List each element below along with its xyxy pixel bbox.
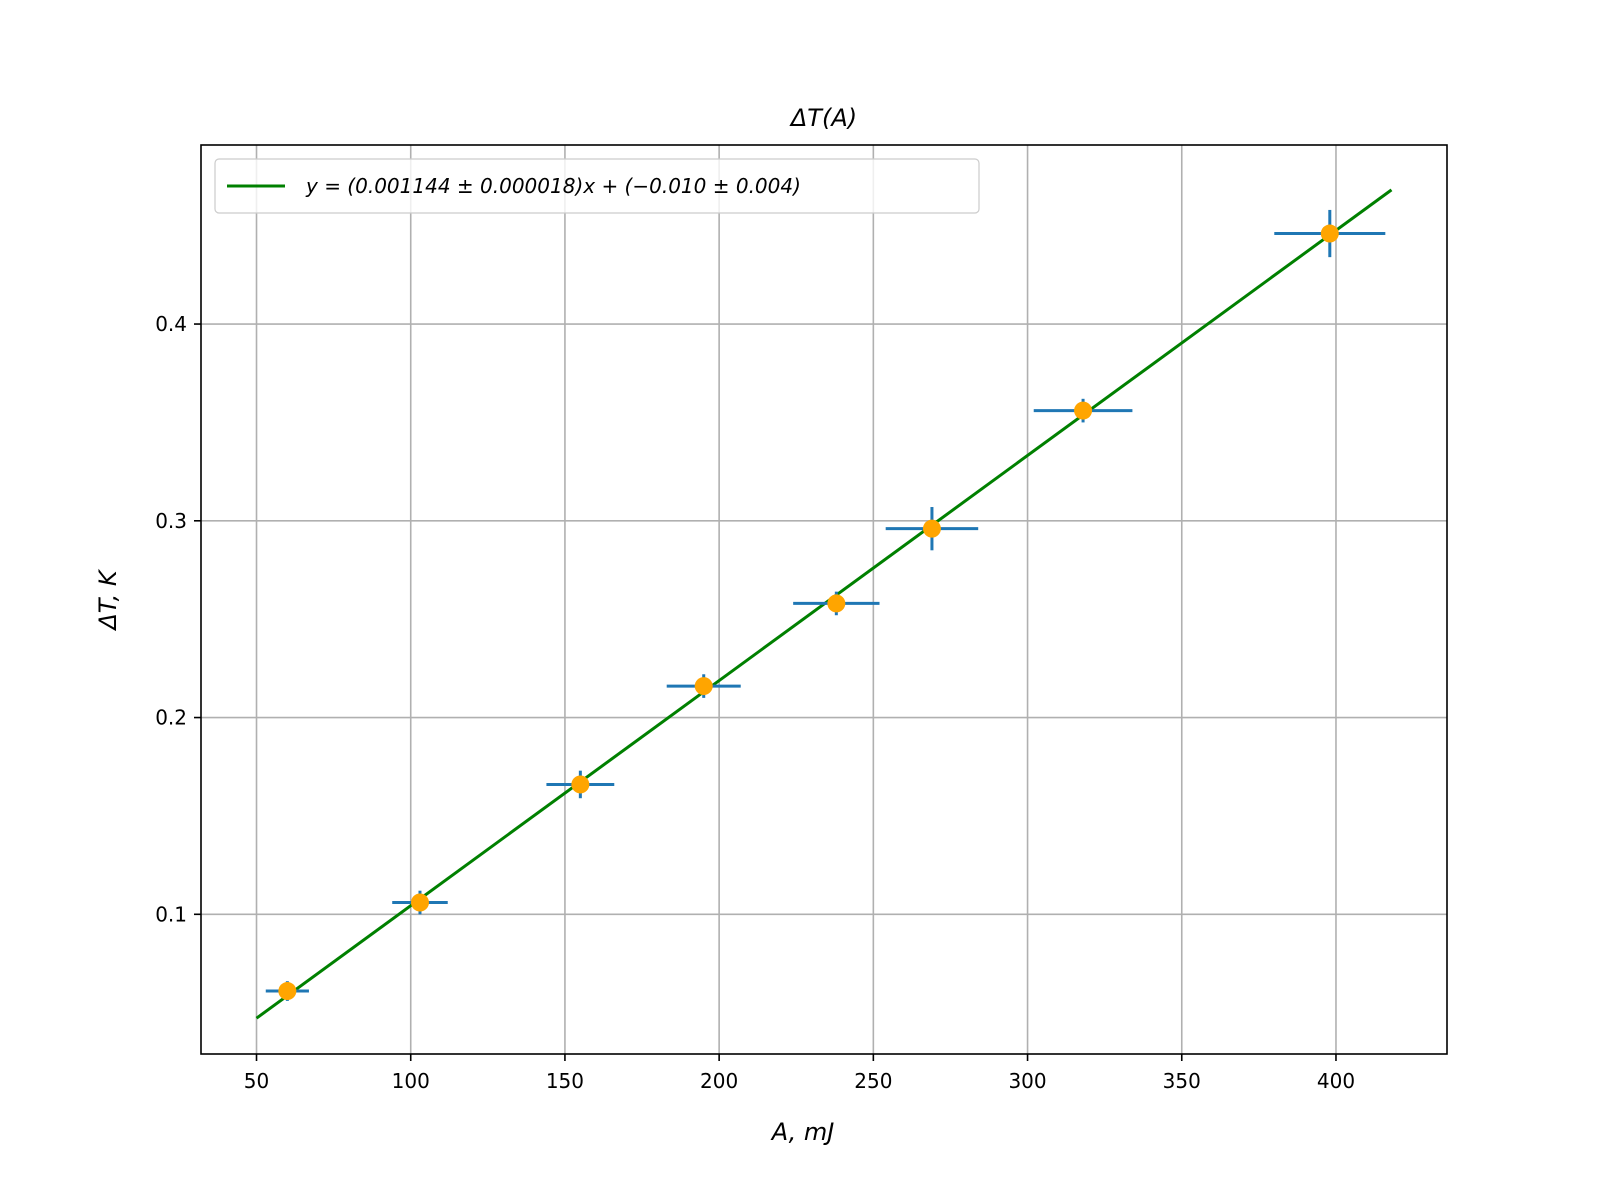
x-tick-label: 300 (1008, 1069, 1046, 1093)
y-axis-ticks: 0.1 0.2 0.3 0.4 (155, 312, 201, 926)
x-tick-label: 150 (546, 1069, 584, 1093)
data-point (694, 677, 713, 696)
x-tick-label: 50 (244, 1069, 269, 1093)
grid (201, 145, 1447, 1054)
x-tick-label: 100 (392, 1069, 430, 1093)
legend-label-fit-line: y = (0.001144 ± 0.000018)x + (−0.010 ± 0… (305, 174, 801, 198)
x-tick-label: 350 (1163, 1069, 1201, 1093)
data-point (410, 893, 429, 912)
data-point (278, 982, 297, 1001)
data-point (922, 519, 941, 538)
data-point (827, 594, 846, 613)
errorbars (265, 209, 1386, 1001)
plot-frame (200, 144, 1448, 1055)
legend-box (214, 158, 980, 214)
y-tick-label: 0.2 (155, 706, 187, 730)
legend: y = (0.001144 ± 0.000018)x + (−0.010 ± 0… (214, 158, 980, 214)
x-tick-label: 250 (854, 1069, 892, 1093)
x-axis-ticks: 50 100 150 200 250 300 350 400 (244, 1054, 1355, 1093)
x-tick-label: 400 (1317, 1069, 1355, 1093)
data-point (571, 775, 590, 794)
x-tick-label: 200 (700, 1069, 738, 1093)
y-tick-label: 0.4 (155, 312, 187, 336)
data-point (1320, 224, 1339, 243)
y-tick-label: 0.1 (155, 902, 187, 926)
x-axis-title: A, mJ (770, 1118, 835, 1146)
chart-title: ΔT(A) (789, 104, 857, 132)
data-points (278, 224, 1339, 1001)
data-point (1074, 401, 1093, 420)
y-axis-title: ΔT, K (94, 568, 122, 631)
y-tick-label: 0.3 (155, 509, 187, 533)
